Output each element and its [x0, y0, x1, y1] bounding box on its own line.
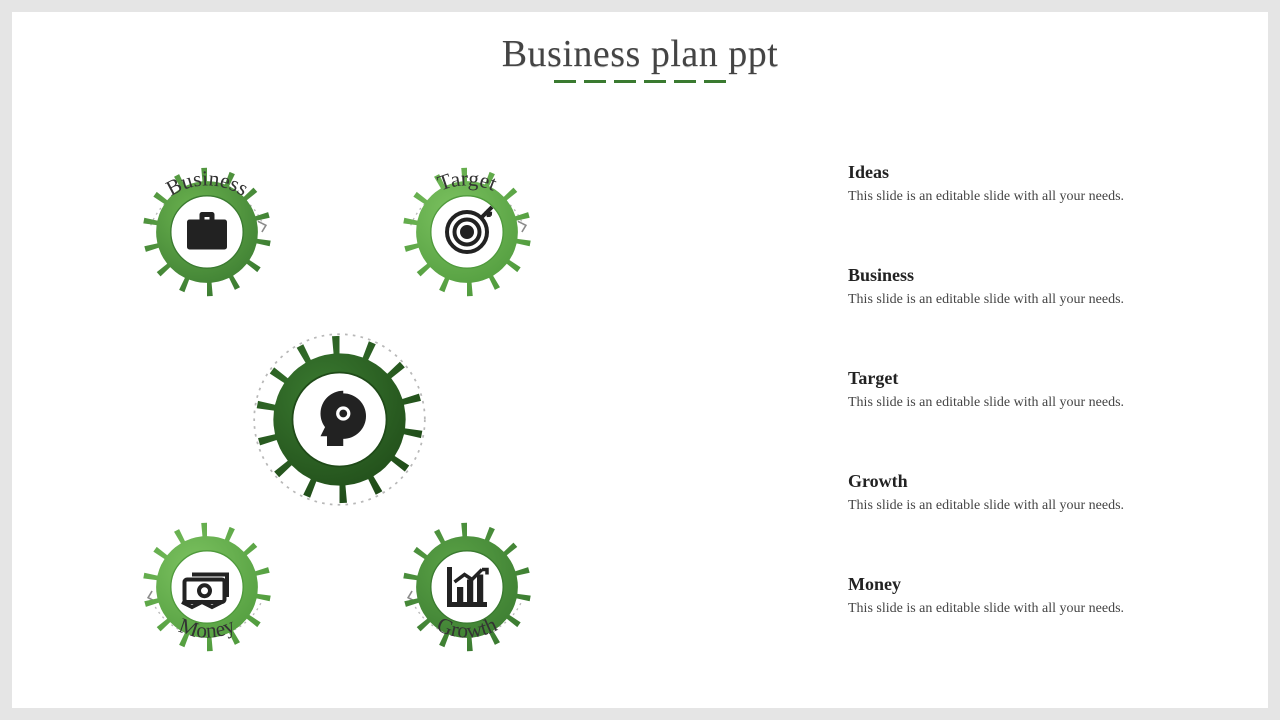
legend-title: Business	[848, 265, 1208, 286]
slide-title: Business plan ppt	[12, 32, 1268, 76]
legend-title: Growth	[848, 471, 1208, 492]
money-icon	[177, 557, 237, 617]
legend-item-money: Money This slide is an editable slide wi…	[848, 574, 1208, 617]
legend-body: This slide is an editable slide with all…	[848, 395, 1208, 411]
chart-icon	[437, 557, 497, 617]
gears-diagram: Business Target	[92, 112, 652, 682]
head-icon	[301, 381, 379, 459]
target-icon	[437, 202, 497, 262]
legend-title: Target	[848, 368, 1208, 389]
legend-body: This slide is an editable slide with all…	[848, 292, 1208, 308]
legend-item-ideas: Ideas This slide is an editable slide wi…	[848, 162, 1208, 205]
legend-item-business: Business This slide is an editable slide…	[848, 265, 1208, 308]
legend-body: This slide is an editable slide with all…	[848, 189, 1208, 205]
legend-body: This slide is an editable slide with all…	[848, 498, 1208, 514]
gear-target: Target	[392, 157, 542, 307]
legend-item-target: Target This slide is an editable slide w…	[848, 368, 1208, 411]
legend-item-growth: Growth This slide is an editable slide w…	[848, 471, 1208, 514]
slide: Business plan ppt Business	[12, 12, 1268, 708]
gear-business: Business	[132, 157, 282, 307]
briefcase-icon	[177, 202, 237, 262]
legend-list: Ideas This slide is an editable slide wi…	[848, 162, 1208, 617]
title-underline-dashes	[554, 80, 726, 84]
gear-growth: Growth	[392, 512, 542, 662]
gear-center	[242, 322, 437, 517]
legend-title: Ideas	[848, 162, 1208, 183]
gear-money: Money	[132, 512, 282, 662]
legend-title: Money	[848, 574, 1208, 595]
legend-body: This slide is an editable slide with all…	[848, 601, 1208, 617]
